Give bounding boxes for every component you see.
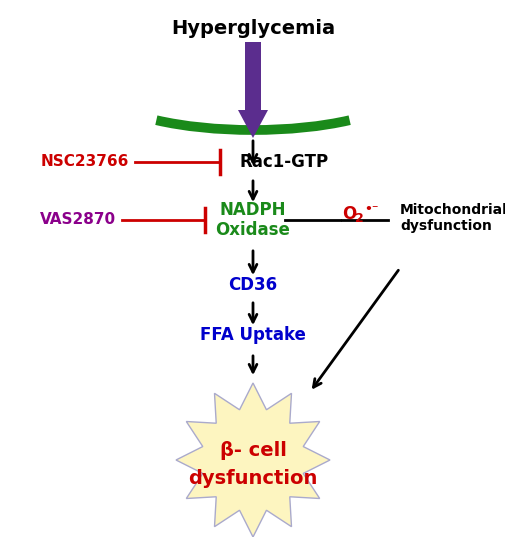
Text: FFA Uptake: FFA Uptake [199, 326, 306, 344]
Polygon shape [176, 383, 329, 537]
Text: Mitochondrial
dysfunction: Mitochondrial dysfunction [399, 203, 505, 233]
Text: VAS2870: VAS2870 [40, 213, 116, 228]
Text: dysfunction: dysfunction [188, 468, 317, 488]
Text: Hyperglycemia: Hyperglycemia [171, 18, 334, 38]
Text: β- cell: β- cell [219, 440, 286, 460]
Text: CD36: CD36 [228, 276, 277, 294]
Text: O: O [341, 205, 356, 223]
Text: 2: 2 [355, 212, 363, 224]
Text: •⁻: •⁻ [363, 204, 378, 216]
Text: NSC23766: NSC23766 [41, 155, 129, 170]
Polygon shape [237, 42, 268, 138]
Text: NADPH: NADPH [219, 201, 286, 219]
Text: Rac1-GTP: Rac1-GTP [239, 153, 328, 171]
Text: Oxidase: Oxidase [215, 221, 290, 239]
